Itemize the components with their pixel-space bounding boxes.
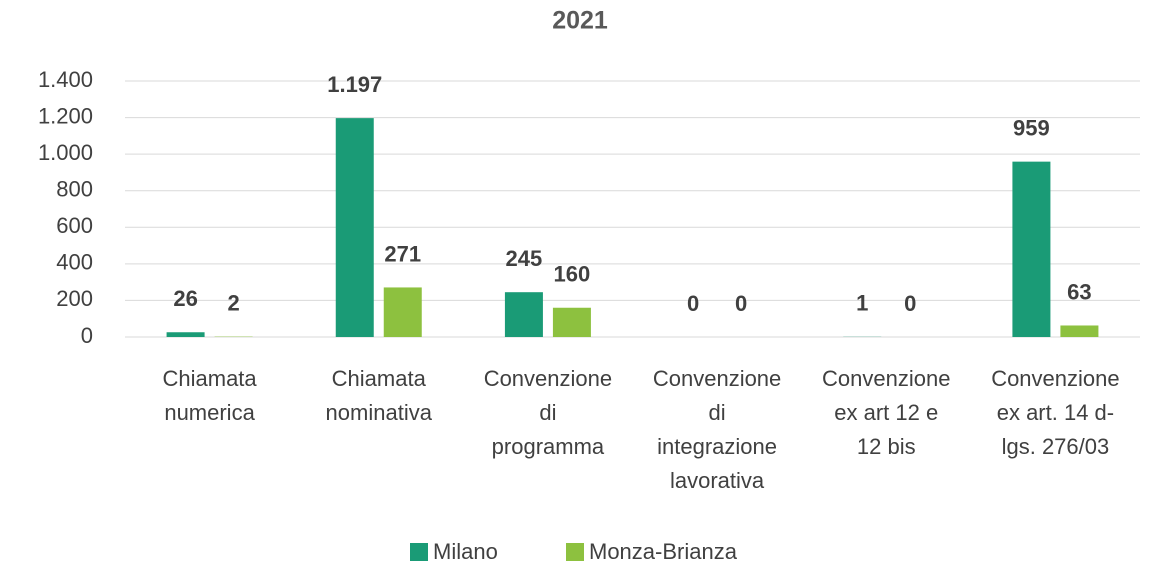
bar	[1012, 161, 1051, 337]
value-label: 245	[506, 246, 543, 271]
x-tick-label: Convenzione	[991, 366, 1119, 391]
value-label: 271	[384, 241, 421, 266]
bar	[1060, 325, 1099, 337]
value-label: 959	[1013, 115, 1050, 140]
y-tick-label: 200	[56, 286, 93, 311]
legend-swatch	[566, 543, 584, 561]
value-label: 160	[554, 262, 591, 287]
y-tick-label: 1.000	[38, 140, 93, 165]
bar	[504, 292, 543, 337]
value-label: 1.197	[327, 72, 382, 97]
x-tick-label: Convenzione	[653, 366, 781, 391]
x-tick-label: Chiamata	[332, 366, 427, 391]
x-tick-label: programma	[492, 434, 605, 459]
x-tick-label: ex art. 14 d-	[997, 400, 1114, 425]
value-label: 63	[1067, 279, 1091, 304]
value-label: 0	[735, 291, 747, 316]
x-tick-label: Chiamata	[163, 366, 258, 391]
x-tick-label: ex art 12 e	[834, 400, 938, 425]
y-tick-label: 400	[56, 250, 93, 275]
value-label: 2	[227, 290, 239, 315]
y-tick-label: 800	[56, 177, 93, 202]
x-tick-label: di	[539, 400, 556, 425]
x-tick-label: Convenzione	[484, 366, 612, 391]
legend-swatch	[410, 543, 428, 561]
value-label: 0	[904, 291, 916, 316]
x-tick-label: nominativa	[326, 400, 433, 425]
x-tick-label: di	[709, 400, 726, 425]
value-label: 0	[687, 291, 699, 316]
x-tick-label: 12 bis	[857, 434, 916, 459]
x-tick-label: integrazione	[657, 434, 777, 459]
y-tick-label: 0	[81, 323, 93, 348]
y-tick-label: 1.400	[38, 67, 93, 92]
value-label: 26	[173, 286, 197, 311]
legend-label: Monza-Brianza	[589, 539, 738, 564]
x-tick-label: lgs. 276/03	[1002, 434, 1110, 459]
legend-label: Milano	[433, 539, 498, 564]
x-tick-label: numerica	[164, 400, 255, 425]
y-tick-label: 600	[56, 213, 93, 238]
chart-title: 2021	[552, 7, 608, 35]
y-tick-label: 1.200	[38, 103, 93, 128]
bar	[166, 332, 205, 337]
bar	[383, 287, 422, 337]
bar	[335, 118, 374, 338]
x-tick-label: lavorativa	[670, 468, 765, 493]
x-tick-label: Convenzione	[822, 366, 950, 391]
value-label: 1	[856, 291, 868, 316]
bar	[552, 307, 591, 337]
